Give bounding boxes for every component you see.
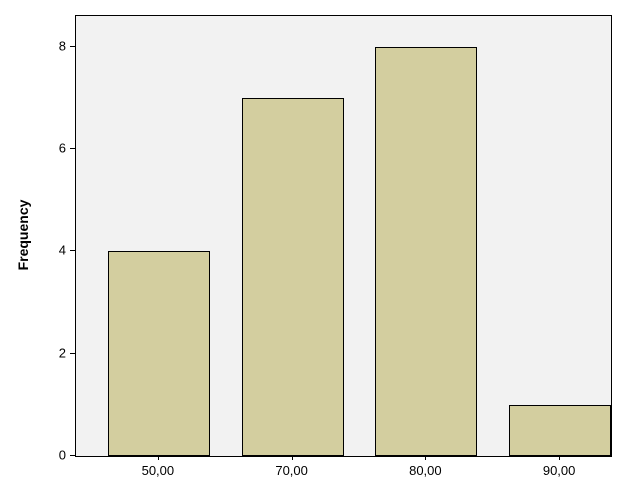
x-tick-label: 80,00 (409, 463, 442, 478)
histogram-bar (375, 47, 477, 456)
x-tick-label: 70,00 (275, 463, 308, 478)
y-axis-title: Frequency (15, 200, 31, 271)
plot-area (75, 15, 612, 457)
y-tick-label: 8 (59, 38, 66, 53)
histogram-chart: Frequency 0 2 4 6 8 50,00 70,00 80,00 90,00 (0, 0, 626, 501)
y-tick-mark (70, 148, 75, 149)
y-tick-mark (70, 250, 75, 251)
y-tick-label: 2 (59, 345, 66, 360)
y-tick-mark (70, 353, 75, 354)
y-tick-label: 0 (59, 448, 66, 463)
x-tick-label: 90,00 (543, 463, 576, 478)
histogram-bar (509, 405, 611, 456)
x-tick-label: 50,00 (142, 463, 175, 478)
x-tick-mark (425, 455, 426, 460)
histogram-bar (108, 251, 210, 456)
x-tick-mark (292, 455, 293, 460)
y-tick-mark (70, 455, 75, 456)
y-tick-mark (70, 46, 75, 47)
y-tick-label: 4 (59, 243, 66, 258)
histogram-bar (242, 98, 344, 456)
x-tick-mark (158, 455, 159, 460)
y-tick-label: 6 (59, 141, 66, 156)
x-tick-mark (559, 455, 560, 460)
